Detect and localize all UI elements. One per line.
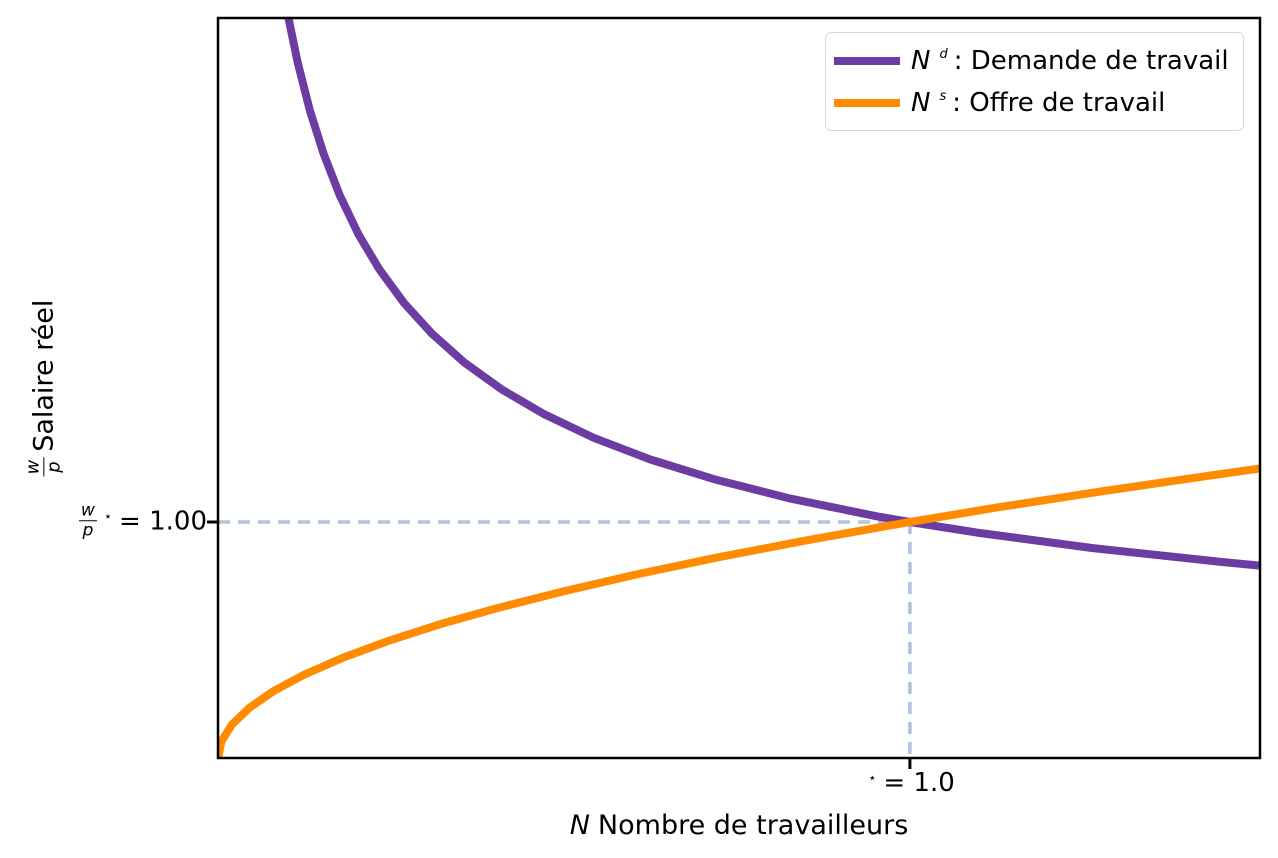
xaxis-label-text: Nombre de travailleurs [597, 810, 909, 841]
legend-superscript: s [939, 89, 947, 105]
tick-marks [207, 520, 912, 769]
legend-variable: N [911, 87, 931, 118]
xtick-label-equilibrium-employment: ⋆ = 1.0 [867, 768, 955, 798]
supply-line-swatch [834, 98, 900, 107]
legend-variable: N [911, 45, 931, 76]
equilibrium-guides [218, 520, 912, 758]
ytick-value: = 1.00 [119, 506, 207, 537]
curve-demande-de-travail [284, 18, 1260, 570]
ytick-label-equilibrium-wage: w p ⋆ = 1.00 [78, 500, 207, 541]
legend-text: : Demande de travail [953, 45, 1229, 76]
curve-offre-de-travail [218, 464, 1260, 758]
fraction-numerator: w [22, 457, 45, 477]
demand-line-swatch [834, 56, 900, 65]
axes-frame [216, 16, 1262, 760]
yaxis-label: w p Salaire réel [22, 299, 65, 477]
yaxis-label-text: Salaire réel [28, 299, 60, 452]
fraction-denominator: p [82, 520, 94, 541]
xtick-value: = 1.0 [883, 768, 955, 798]
legend-superscript: d [939, 47, 948, 63]
legend-text: : Offre de travail [952, 87, 1166, 118]
xaxis-variable: N [569, 810, 590, 841]
fraction-denominator: p [43, 461, 65, 473]
fraction-numerator: w [78, 500, 97, 522]
star-superscript: ⋆ [103, 509, 113, 525]
xaxis-label: N Nombre de travailleurs [570, 810, 909, 841]
star-superscript: ⋆ [868, 770, 877, 786]
